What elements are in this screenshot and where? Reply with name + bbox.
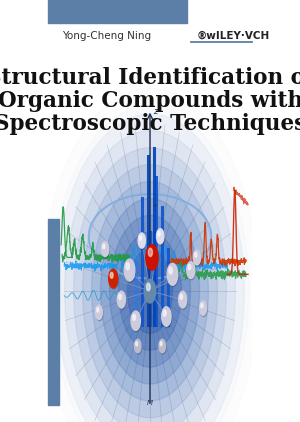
Ellipse shape <box>128 249 172 333</box>
Circle shape <box>159 339 166 353</box>
Circle shape <box>131 311 140 330</box>
Circle shape <box>96 306 103 321</box>
Ellipse shape <box>110 215 190 367</box>
Circle shape <box>158 231 160 236</box>
Circle shape <box>110 271 118 289</box>
Circle shape <box>102 243 110 258</box>
Circle shape <box>136 341 138 346</box>
Circle shape <box>162 307 171 326</box>
Circle shape <box>135 341 142 354</box>
Circle shape <box>188 263 196 280</box>
Text: Yong-Cheng Ning: Yong-Cheng Ning <box>62 31 151 41</box>
Text: ®wILEY·VCH: ®wILEY·VCH <box>197 31 270 41</box>
Circle shape <box>179 292 188 309</box>
Circle shape <box>160 341 166 354</box>
Ellipse shape <box>92 181 208 401</box>
Circle shape <box>118 292 126 309</box>
Text: M: M <box>147 400 153 406</box>
Circle shape <box>200 301 207 315</box>
Ellipse shape <box>118 232 182 350</box>
Ellipse shape <box>100 198 200 384</box>
Text: Organic Compounds with: Organic Compounds with <box>0 90 300 112</box>
Circle shape <box>162 308 172 327</box>
Ellipse shape <box>64 131 236 422</box>
Circle shape <box>134 339 141 353</box>
Circle shape <box>140 235 142 240</box>
Circle shape <box>157 229 164 244</box>
Text: a: a <box>153 203 157 208</box>
Circle shape <box>97 308 99 312</box>
Circle shape <box>109 269 118 288</box>
Circle shape <box>126 263 129 270</box>
Circle shape <box>180 294 183 299</box>
Circle shape <box>119 294 121 299</box>
Circle shape <box>117 291 125 308</box>
Circle shape <box>167 263 178 285</box>
Circle shape <box>194 251 201 266</box>
Circle shape <box>160 341 162 346</box>
Text: Spectroscopic Techniques: Spectroscopic Techniques <box>0 114 300 135</box>
Circle shape <box>95 305 102 319</box>
Circle shape <box>144 279 156 303</box>
Circle shape <box>103 244 105 249</box>
Circle shape <box>178 291 187 308</box>
Circle shape <box>200 302 207 316</box>
Ellipse shape <box>74 148 226 422</box>
Circle shape <box>157 230 164 245</box>
Ellipse shape <box>82 165 218 418</box>
Circle shape <box>133 314 136 320</box>
Circle shape <box>132 312 141 332</box>
Text: Structural Identification of: Structural Identification of <box>0 67 300 89</box>
Circle shape <box>168 265 178 287</box>
Circle shape <box>146 245 158 270</box>
Text: z: z <box>153 107 157 116</box>
Circle shape <box>101 241 109 257</box>
Ellipse shape <box>56 114 244 422</box>
Circle shape <box>139 234 146 249</box>
Circle shape <box>146 283 150 291</box>
Circle shape <box>110 272 113 278</box>
Circle shape <box>201 303 203 308</box>
Circle shape <box>125 260 136 282</box>
Circle shape <box>188 265 191 270</box>
Circle shape <box>138 233 146 248</box>
Circle shape <box>169 267 172 274</box>
Circle shape <box>194 252 197 257</box>
Circle shape <box>148 248 152 257</box>
Circle shape <box>187 262 195 279</box>
Circle shape <box>124 259 135 281</box>
Circle shape <box>163 310 166 316</box>
Bar <box>48 0 187 23</box>
Circle shape <box>193 250 201 265</box>
Bar <box>48 219 59 405</box>
